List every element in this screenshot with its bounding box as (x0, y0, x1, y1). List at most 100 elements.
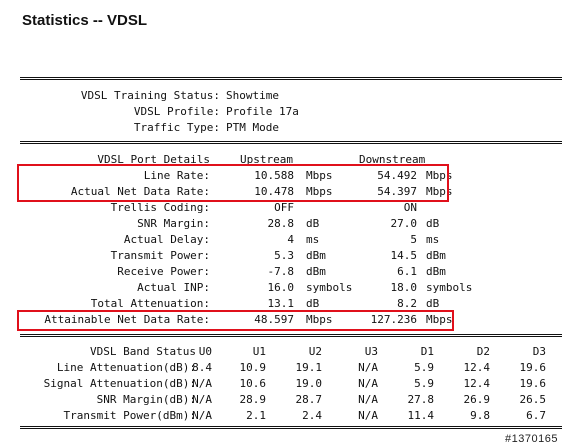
port-row-up-unit: dB (306, 297, 320, 310)
port-row-down: 18.0 (390, 281, 418, 294)
separator-mid (20, 141, 562, 144)
port-row-down: ON (403, 201, 417, 214)
band-col-u2: U2 (308, 345, 322, 358)
port-row-label: SNR Margin: (137, 217, 210, 230)
port-row-up: 48.597 (254, 313, 294, 326)
port-row-up-unit: dBm (306, 249, 326, 262)
port-header-label: VDSL Port Details (97, 153, 210, 166)
port-row-label: Trellis Coding: (110, 201, 210, 214)
port-row-down-unit: Mbps (426, 313, 453, 326)
port-row: Attainable Net Data Rate: 48.597 Mbps 127.2… (20, 312, 560, 328)
band-row: Transmit Power(dBm): N/A 2.1 2.4 N/A 11.4 9.8 6… (20, 408, 560, 424)
band-row: Line Attenuation(dB): 8.4 10.9 19.1 N/A 5.9 12… (20, 360, 560, 376)
port-row-down-unit: Mbps (426, 169, 453, 182)
port-row-up-unit: Mbps (306, 313, 333, 326)
separator-bottom (20, 426, 562, 429)
status-profile: VDSL Profile: Profile 17a (20, 104, 560, 120)
band-row-label: Signal Attenuation(dB): (43, 377, 196, 390)
port-row-up: 28.8 (267, 217, 295, 230)
port-row-up-unit: symbols (306, 281, 353, 294)
port-header-up: Upstream (240, 153, 293, 166)
status-training: VDSL Training Status: Showtime (20, 88, 560, 104)
profile-value: Profile 17a (226, 105, 299, 118)
port-row-label: Attainable Net Data Rate: (44, 313, 210, 326)
port-row-up-unit: dB (306, 217, 320, 230)
profile-label: VDSL Profile: (133, 105, 220, 118)
port-row-down: 127.236 (370, 313, 417, 326)
band-row: Signal Attenuation(dB): N/A 10.6 19.0 N/A 5.9… (20, 376, 560, 392)
separator-band (20, 334, 562, 337)
band-value-u0: 8.4 (192, 361, 212, 374)
band-value-d2: 12.4 (463, 361, 491, 374)
band-value-u1: 2.1 (246, 409, 266, 422)
port-header: VDSL Port Details Upstream Downstream (20, 152, 560, 168)
band-header: VDSL Band Status U0 U1 U2 U3 D1 D2 D3 (20, 344, 560, 360)
port-row: Transmit Power: 5.3 dBm 14.5 dBm (20, 248, 560, 264)
port-row: Actual INP: 16.0 symbols 18.0 symbols (20, 280, 560, 296)
page-title: Statistics -- VDSL (22, 12, 148, 29)
port-row-up-unit: ms (306, 233, 320, 246)
port-row: SNR Margin: 28.8 dB 27.0 dB (20, 216, 560, 232)
port-row-down-unit: symbols (426, 281, 473, 294)
band-col-u3: U3 (364, 345, 378, 358)
port-row-up: 10.478 (254, 185, 294, 198)
band-value-u2: 19.0 (295, 377, 323, 390)
port-row-down-unit: dB (426, 297, 440, 310)
port-row-down-unit: Mbps (426, 185, 453, 198)
port-row-down: 5 (410, 233, 417, 246)
band-col-u1: U1 (252, 345, 266, 358)
band-value-d1: 27.8 (407, 393, 435, 406)
band-value-d3: 26.5 (519, 393, 547, 406)
port-row-down: 6.1 (397, 265, 417, 278)
band-row-label: SNR Margin(dB): (96, 393, 196, 406)
port-row-up: -7.8 (267, 265, 295, 278)
band-value-d1: 11.4 (407, 409, 435, 422)
band-value-u0: N/A (192, 409, 212, 422)
band-value-u1: 10.6 (239, 377, 267, 390)
port-row-up: 4 (287, 233, 294, 246)
port-row-down: 54.492 (377, 169, 417, 182)
training-value: Showtime (226, 89, 279, 102)
port-row-label: Actual Net Data Rate: (70, 185, 210, 198)
band-value-u3: N/A (358, 393, 378, 406)
port-row-up: 5.3 (274, 249, 294, 262)
port-row-label: Actual Delay: (123, 233, 210, 246)
port-row-label: Receive Power: (117, 265, 210, 278)
port-row: Line Rate: 10.588 Mbps 54.492 Mbps (20, 168, 560, 184)
band-value-d3: 6.7 (526, 409, 546, 422)
band-col-d3: D3 (532, 345, 546, 358)
band-value-d3: 19.6 (519, 361, 547, 374)
port-row-down: 14.5 (390, 249, 418, 262)
band-col-u0: U0 (198, 345, 212, 358)
band-value-u0: N/A (192, 393, 212, 406)
separator-top (20, 77, 562, 80)
port-row-down-unit: dBm (426, 249, 446, 262)
port-row: Receive Power: -7.8 dBm 6.1 dBm (20, 264, 560, 280)
band-value-d2: 12.4 (463, 377, 491, 390)
port-row: Trellis Coding: OFF ON (20, 200, 560, 216)
highlight-rate-box (17, 164, 449, 202)
port-row-label: Transmit Power: (110, 249, 210, 262)
status-traffic: Traffic Type: PTM Mode (20, 120, 560, 136)
band-value-u3: N/A (358, 377, 378, 390)
port-row-up: OFF (274, 201, 294, 214)
traffic-value: PTM Mode (226, 121, 279, 134)
port-row-label: Line Rate: (143, 169, 210, 182)
band-value-u3: N/A (358, 409, 378, 422)
port-row-up-unit: Mbps (306, 185, 333, 198)
band-row-label: Transmit Power(dBm): (63, 409, 196, 422)
band-value-u3: N/A (358, 361, 378, 374)
band-row: SNR Margin(dB): N/A 28.9 28.7 N/A 27.8 26.9 26.… (20, 392, 560, 408)
port-row-down-unit: dB (426, 217, 440, 230)
band-header-label: VDSL Band Status (90, 345, 196, 358)
port-row-up-unit: dBm (306, 265, 326, 278)
band-value-u1: 10.9 (239, 361, 267, 374)
band-value-u1: 28.9 (239, 393, 267, 406)
band-value-d3: 19.6 (519, 377, 547, 390)
band-row-label: Line Attenuation(dB): (56, 361, 196, 374)
port-header-down: Downstream (359, 153, 426, 166)
port-row-down: 54.397 (377, 185, 417, 198)
band-col-d2: D2 (476, 345, 490, 358)
port-row-down: 27.0 (390, 217, 418, 230)
band-value-d1: 5.9 (414, 377, 434, 390)
